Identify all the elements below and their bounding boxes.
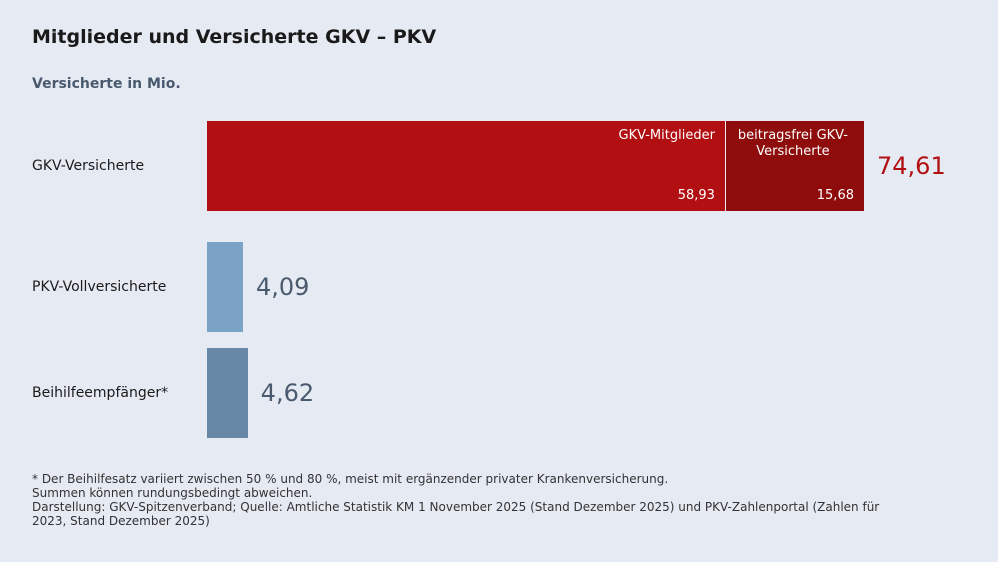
category-label: GKV-Versicherte bbox=[32, 158, 145, 174]
segment-value: 58,93 bbox=[677, 188, 715, 203]
bar bbox=[207, 348, 248, 438]
chart-subtitle: Versicherte in Mio. bbox=[32, 76, 181, 92]
footnote-line: * Der Beihilfesatz variiert zwischen 50 … bbox=[32, 472, 669, 486]
chart-title: Mitglieder und Versicherte GKV – PKV bbox=[32, 26, 437, 48]
value-label: 74,61 bbox=[877, 152, 946, 180]
value-label: 4,62 bbox=[260, 379, 315, 407]
segment-value: 15,68 bbox=[816, 188, 854, 203]
value-label: 4,09 bbox=[256, 273, 310, 301]
footnote-line: Summen können rundungsbedingt abweichen. bbox=[32, 486, 313, 500]
segment-name: beitragsfrei GKV-Versicherte bbox=[737, 128, 848, 159]
category-label: Beihilfeempfänger* bbox=[32, 385, 169, 401]
footnote-line: Darstellung: GKV-Spitzenverband; Quelle:… bbox=[32, 500, 880, 528]
segment-name: GKV-Mitglieder bbox=[618, 128, 715, 143]
bar-segment: beitragsfrei GKV-Versicherte 15,68 bbox=[725, 121, 864, 211]
bar-segment: GKV-Mitglieder 58,93 bbox=[207, 121, 726, 211]
bar bbox=[207, 242, 244, 332]
category-label: PKV-Vollversicherte bbox=[32, 279, 167, 295]
footnotes: * Der Beihilfesatz variiert zwischen 50 … bbox=[32, 472, 912, 528]
